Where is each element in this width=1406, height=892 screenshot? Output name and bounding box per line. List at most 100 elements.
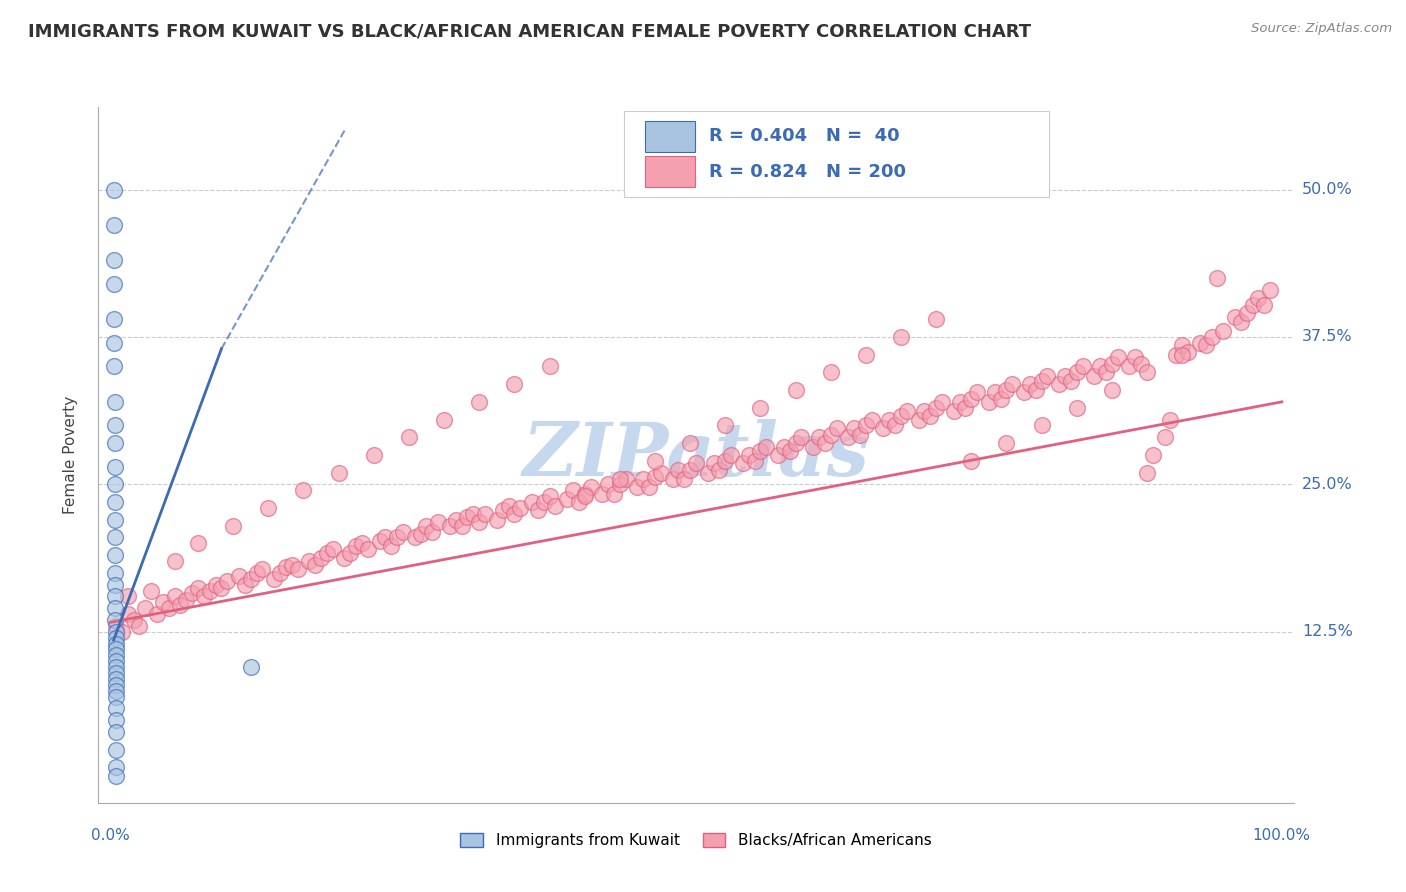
Point <box>555 491 578 506</box>
Point <box>737 448 759 462</box>
Point <box>942 404 965 418</box>
Point <box>579 480 602 494</box>
Point <box>392 524 415 539</box>
Point <box>995 436 1018 450</box>
Point <box>1201 330 1223 344</box>
Point <box>105 672 128 686</box>
Point <box>281 558 304 572</box>
Point <box>533 495 555 509</box>
Point <box>1088 359 1111 374</box>
Point <box>422 524 444 539</box>
Point <box>955 401 977 415</box>
Point <box>907 412 929 426</box>
Point <box>837 430 859 444</box>
Point <box>807 430 830 444</box>
Point <box>801 440 824 454</box>
Point <box>609 477 631 491</box>
Point <box>731 456 754 470</box>
Point <box>709 463 731 477</box>
Point <box>252 562 274 576</box>
Point <box>433 412 456 426</box>
Point <box>855 348 877 362</box>
Point <box>287 562 309 576</box>
Point <box>814 436 837 450</box>
Point <box>1095 365 1118 379</box>
Point <box>103 183 125 197</box>
Point <box>877 412 900 426</box>
Point <box>1036 368 1059 383</box>
Point <box>105 760 128 774</box>
Point <box>198 583 221 598</box>
Point <box>103 312 125 326</box>
Point <box>744 454 766 468</box>
Point <box>105 624 128 639</box>
Point <box>503 377 526 392</box>
FancyBboxPatch shape <box>624 111 1049 197</box>
Point <box>860 412 883 426</box>
Text: 37.5%: 37.5% <box>1302 329 1353 344</box>
Point <box>385 531 408 545</box>
Point <box>1125 350 1147 364</box>
Point <box>1212 324 1234 338</box>
Text: IMMIGRANTS FROM KUWAIT VS BLACK/AFRICAN AMERICAN FEMALE POVERTY CORRELATION CHAR: IMMIGRANTS FROM KUWAIT VS BLACK/AFRICAN … <box>28 22 1031 40</box>
Point <box>105 631 128 645</box>
Point <box>650 466 672 480</box>
Point <box>105 701 128 715</box>
Point <box>105 678 128 692</box>
Point <box>104 577 127 591</box>
Point <box>790 430 813 444</box>
Point <box>603 487 626 501</box>
Point <box>920 409 942 423</box>
Point <box>666 463 689 477</box>
Point <box>544 499 567 513</box>
Point <box>1012 385 1035 400</box>
Text: R = 0.824   N = 200: R = 0.824 N = 200 <box>709 162 905 180</box>
Point <box>1136 466 1159 480</box>
Point <box>714 454 737 468</box>
Point <box>404 531 426 545</box>
Point <box>163 590 186 604</box>
Point <box>749 401 772 415</box>
Point <box>152 595 174 609</box>
Point <box>304 558 326 572</box>
Point <box>439 518 461 533</box>
Point <box>661 471 683 485</box>
Point <box>1083 368 1105 383</box>
Point <box>104 513 127 527</box>
Point <box>679 463 702 477</box>
Text: 50.0%: 50.0% <box>1302 182 1353 197</box>
Point <box>104 590 127 604</box>
Point <box>181 586 204 600</box>
Point <box>298 554 321 568</box>
Text: 0.0%: 0.0% <box>91 828 129 843</box>
Point <box>849 428 872 442</box>
Point <box>1101 357 1123 371</box>
Point <box>568 495 591 509</box>
Point <box>720 448 742 462</box>
Point <box>825 421 848 435</box>
Point <box>1071 359 1094 374</box>
Point <box>820 365 842 379</box>
Point <box>931 395 953 409</box>
Point <box>960 392 983 407</box>
Point <box>141 583 163 598</box>
Point <box>105 683 128 698</box>
Point <box>966 385 988 400</box>
Point <box>104 566 127 580</box>
Point <box>820 428 842 442</box>
Point <box>187 536 209 550</box>
Point <box>990 392 1012 407</box>
Point <box>591 487 613 501</box>
Point <box>1236 306 1258 320</box>
Legend: Immigrants from Kuwait, Blacks/African Americans: Immigrants from Kuwait, Blacks/African A… <box>454 827 938 855</box>
Point <box>415 518 437 533</box>
Point <box>246 566 269 580</box>
Text: Source: ZipAtlas.com: Source: ZipAtlas.com <box>1251 22 1392 36</box>
Point <box>104 548 127 562</box>
Bar <box>644 121 695 152</box>
Point <box>104 601 127 615</box>
Point <box>122 613 145 627</box>
Point <box>309 550 332 565</box>
Point <box>104 436 127 450</box>
Point <box>1066 401 1088 415</box>
